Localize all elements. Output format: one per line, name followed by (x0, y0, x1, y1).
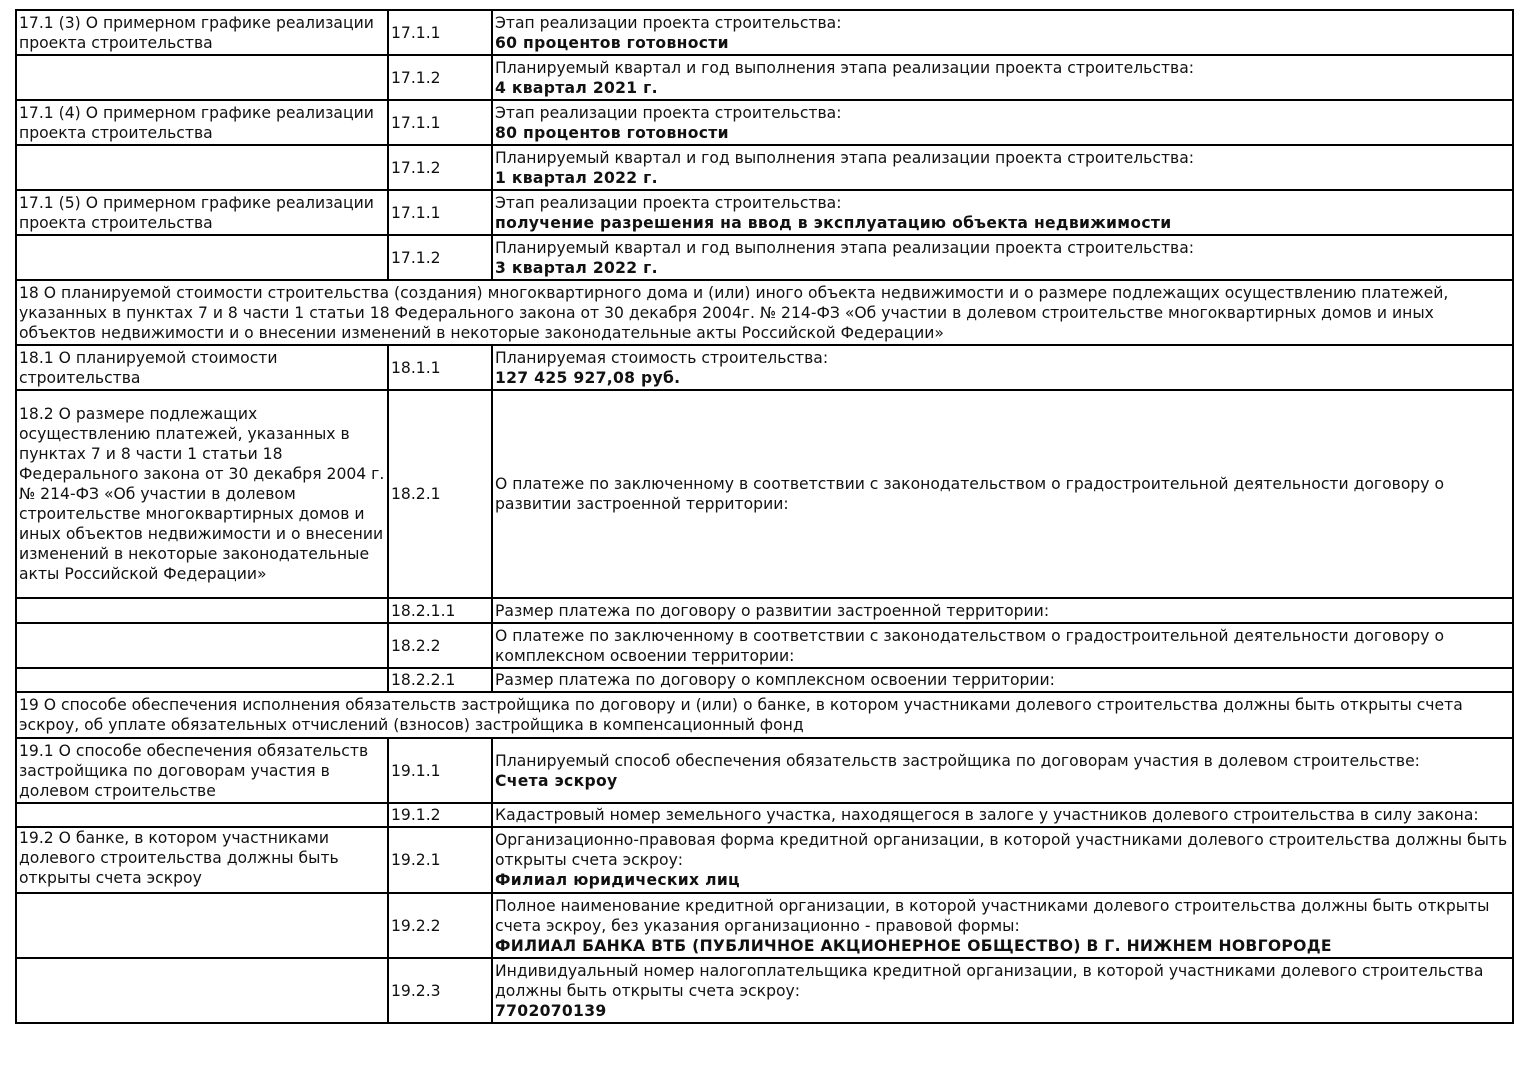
section-cell (15, 54, 389, 101)
table-row: 17.1 (4) О примерном графике реализации … (15, 99, 1514, 146)
table-row: 19.2.3 Индивидуальный номер налогоплатель… (15, 957, 1514, 1024)
table-row: 17.1.2 Планируемый квартал и год выполнен… (15, 54, 1514, 101)
item-value: 4 квартал 2021 г. (495, 78, 658, 97)
table-row: 18.2 О размере подлежащих осуществлению … (15, 389, 1514, 599)
item-code: 17.1.1 (387, 9, 493, 56)
item-content: Размер платежа по договору о развитии за… (491, 597, 1514, 624)
item-content: Планируемая стоимость строительства: 127 … (491, 344, 1514, 391)
table-row: 17.1 (3) О примерном графике реализации … (15, 9, 1514, 56)
item-label: Организационно-правовая форма кредитной … (495, 831, 1508, 869)
item-label: Размер платежа по договору о комплексном… (495, 671, 1055, 689)
item-code: 19.2.2 (387, 892, 493, 959)
item-content: Этап реализации проекта строительства: по… (491, 189, 1514, 236)
item-label: Планируемая стоимость строительства: (495, 348, 829, 367)
section-cell (15, 957, 389, 1024)
item-content: О платеже по заключенному в соответствии… (491, 622, 1514, 669)
item-label: Планируемый квартал и год выполнения эта… (495, 58, 1195, 77)
item-value: 80 процентов готовности (495, 123, 729, 142)
item-code: 18.2.2.1 (387, 667, 493, 693)
item-content: Планируемый квартал и год выполнения эта… (491, 54, 1514, 101)
item-content: Планируемый квартал и год выполнения эта… (491, 144, 1514, 191)
section-cell: 17.1 (4) О примерном графике реализации … (15, 99, 389, 146)
item-label: Планируемый квартал и год выполнения эта… (495, 238, 1195, 257)
item-value: Филиал юридических лиц (495, 871, 740, 889)
item-value: 127 425 927,08 руб. (495, 368, 681, 387)
item-content: Этап реализации проекта строительства: 80… (491, 99, 1514, 146)
item-value: получение разрешения на ввод в эксплуата… (495, 213, 1172, 232)
section-cell (15, 622, 389, 669)
item-label: Планируемый способ обеспечения обязатель… (495, 751, 1420, 770)
item-code: 17.1.1 (387, 99, 493, 146)
item-label: О платеже по заключенному в соответствии… (495, 475, 1444, 513)
item-label: Размер платежа по договору о развитии за… (495, 601, 1050, 620)
item-content: Организационно-правовая форма кредитной … (491, 826, 1514, 894)
item-content: О платеже по заключенному в соответствии… (491, 389, 1514, 599)
table-row: 17.1.2 Планируемый квартал и год выполнен… (15, 234, 1514, 281)
section-cell: 19.1 О способе обеспечения обязательств … (15, 737, 389, 804)
section-heading-row: 18 О планируемой стоимости строительства… (15, 279, 1514, 346)
table-row: 18.2.2 О платеже по заключенному в соотве… (15, 622, 1514, 669)
item-code: 17.1.1 (387, 189, 493, 236)
section-cell: 18.1 О планируемой стоимости строительст… (15, 344, 389, 391)
item-value: 1 квартал 2022 г. (495, 168, 658, 187)
section-cell: 17.1 (5) О примерном графике реализации … (15, 189, 389, 236)
table-row: 17.1.2 Планируемый квартал и год выполнен… (15, 144, 1514, 191)
item-code: 19.1.1 (387, 737, 493, 804)
table-row: 17.1 (5) О примерном графике реализации … (15, 189, 1514, 236)
section-heading: 18 О планируемой стоимости строительства… (15, 279, 1514, 346)
section-cell (15, 234, 389, 281)
item-code: 18.2.2 (387, 622, 493, 669)
table-row: 19.2.2 Полное наименование кредитной орга… (15, 892, 1514, 959)
item-content: Индивидуальный номер налогоплательщика к… (491, 957, 1514, 1024)
item-label: Этап реализации проекта строительства: (495, 13, 842, 32)
item-label: Полное наименование кредитной организаци… (495, 896, 1490, 935)
table-row: 19.1.2 Кадастровый номер земельного участ… (15, 802, 1514, 828)
item-value: ФИЛИАЛ БАНКА ВТБ (ПУБЛИЧНОЕ АКЦИОНЕРНОЕ … (495, 936, 1332, 955)
section-cell (15, 892, 389, 959)
item-value: 60 процентов готовности (495, 33, 729, 52)
item-label: Индивидуальный номер налогоплательщика к… (495, 961, 1484, 1000)
item-content: Этап реализации проекта строительства: 60… (491, 9, 1514, 56)
section-heading: 19 О способе обеспечения исполнения обяз… (15, 691, 1514, 739)
item-value: 7702070139 (495, 1001, 607, 1020)
item-code: 17.1.2 (387, 144, 493, 191)
item-content: Планируемый способ обеспечения обязатель… (491, 737, 1514, 804)
item-value: Счета эскроу (495, 771, 618, 790)
item-content: Размер платежа по договору о комплексном… (491, 667, 1514, 693)
item-code: 18.2.1.1 (387, 597, 493, 624)
section-cell (15, 597, 389, 624)
table-row: 19.1 О способе обеспечения обязательств … (15, 737, 1514, 804)
table-row: 19.2 О банке, в котором участниками доле… (15, 826, 1514, 894)
item-label: Кадастровый номер земельного участка, на… (495, 806, 1479, 824)
section-cell (15, 144, 389, 191)
item-label: Планируемый квартал и год выполнения эта… (495, 148, 1195, 167)
item-value: 3 квартал 2022 г. (495, 258, 658, 277)
section-heading-row: 19 О способе обеспечения исполнения обяз… (15, 691, 1514, 739)
item-code: 17.1.2 (387, 54, 493, 101)
item-content: Планируемый квартал и год выполнения эта… (491, 234, 1514, 281)
section-cell: 17.1 (3) О примерном графике реализации … (15, 9, 389, 56)
table-row: 18.1 О планируемой стоимости строительст… (15, 344, 1514, 391)
disclosure-table: 17.1 (3) О примерном графике реализации … (15, 9, 1514, 1024)
item-code: 19.2.1 (387, 826, 493, 894)
item-label: Этап реализации проекта строительства: (495, 193, 842, 212)
section-cell: 19.2 О банке, в котором участниками доле… (15, 826, 389, 894)
section-cell (15, 802, 389, 828)
section-cell: 18.2 О размере подлежащих осуществлению … (15, 389, 389, 599)
item-label: Этап реализации проекта строительства: (495, 103, 842, 122)
item-code: 18.2.1 (387, 389, 493, 599)
item-code: 18.1.1 (387, 344, 493, 391)
section-cell (15, 667, 389, 693)
table-row: 18.2.1.1 Размер платежа по договору о раз… (15, 597, 1514, 624)
item-code: 19.1.2 (387, 802, 493, 828)
table-row: 18.2.2.1 Размер платежа по договору о ком… (15, 667, 1514, 693)
item-code: 17.1.2 (387, 234, 493, 281)
item-content: Кадастровый номер земельного участка, на… (491, 802, 1514, 828)
item-label: О платеже по заключенному в соответствии… (495, 626, 1444, 665)
item-content: Полное наименование кредитной организаци… (491, 892, 1514, 959)
item-code: 19.2.3 (387, 957, 493, 1024)
